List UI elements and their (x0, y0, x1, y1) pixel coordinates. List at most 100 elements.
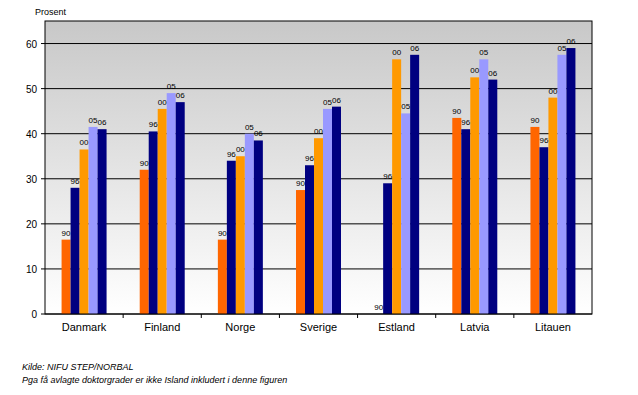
series-label: 06 (410, 44, 419, 53)
series-label: 06 (332, 96, 341, 105)
bar (452, 118, 461, 314)
bar (140, 170, 149, 314)
series-label: 00 (314, 127, 323, 136)
series-label: 90 (530, 116, 539, 125)
bar (557, 55, 566, 314)
tick-mark (41, 314, 45, 315)
bar (98, 129, 107, 314)
chart: 0102030405060Prosent90960005069096000506… (0, 0, 638, 395)
tick-label: 10 (26, 264, 38, 275)
bar-labels: 9096000506909600050690960005069096000506… (62, 37, 576, 312)
plot-frame (45, 21, 592, 314)
tick-label: 0 (31, 309, 37, 320)
bar (176, 102, 185, 314)
series-label: 05 (167, 82, 176, 91)
bar (539, 147, 548, 314)
category-tick (357, 314, 358, 318)
series-label: 90 (218, 229, 227, 238)
bar (410, 55, 419, 314)
bar (296, 190, 305, 314)
category-tick (435, 314, 436, 318)
bar (236, 156, 245, 314)
grid-line (45, 43, 592, 44)
series-label: 90 (374, 303, 383, 312)
series-label: 00 (236, 145, 245, 154)
bar (89, 127, 98, 314)
bar (332, 107, 341, 314)
bar (227, 161, 236, 314)
tick-mark (41, 268, 45, 269)
bar (488, 80, 497, 314)
category-label: Danmark (62, 321, 107, 333)
tick-label: 40 (26, 129, 38, 140)
tick-mark (41, 133, 45, 134)
series-label: 00 (470, 66, 479, 75)
bars (62, 48, 576, 314)
bar (254, 140, 263, 314)
bar (383, 183, 392, 314)
series-label: 06 (488, 69, 497, 78)
tick-label: 20 (26, 219, 38, 230)
series-label: 90 (62, 229, 71, 238)
tick-mark (41, 223, 45, 224)
category-tick (123, 314, 124, 318)
bar (548, 98, 557, 314)
bar (323, 109, 332, 314)
series-label: 96 (383, 172, 392, 181)
bar (158, 109, 167, 314)
tick-mark (41, 88, 45, 89)
series-label: 00 (158, 98, 167, 107)
bar (566, 48, 575, 314)
series-label: 96 (305, 154, 314, 163)
bar (149, 131, 158, 314)
grid-line (45, 88, 592, 89)
category-label: Latvia (460, 321, 490, 333)
series-label: 05 (401, 102, 410, 111)
bar (218, 240, 227, 314)
category-label: Estland (378, 321, 415, 333)
bar (470, 77, 479, 314)
bar (71, 188, 80, 314)
series-label: 06 (566, 37, 575, 46)
bar (392, 59, 401, 314)
series-label: 96 (71, 177, 80, 186)
series-label: 90 (140, 159, 149, 168)
bar (305, 165, 314, 314)
series-label: 90 (452, 107, 461, 116)
bar (401, 113, 410, 314)
tick-label: 50 (26, 84, 38, 95)
tick-mark (41, 178, 45, 179)
bar (167, 93, 176, 314)
plot-background (45, 21, 592, 314)
tick-label: 60 (26, 39, 38, 50)
category-tick (513, 314, 514, 318)
series-label: 06 (176, 91, 185, 100)
footnote: Pga få avlagte doktorgrader er ikke Isla… (22, 375, 287, 385)
series-label: 90 (296, 179, 305, 188)
footnote: Kilde: NIFU STEP/NORBAL (22, 362, 134, 372)
category-tick (201, 314, 202, 318)
bar (80, 149, 89, 314)
series-label: 96 (461, 118, 470, 127)
category-label: Sverige (300, 321, 337, 333)
series-label: 06 (98, 118, 107, 127)
bar (461, 129, 470, 314)
category-label: Norge (225, 321, 255, 333)
bar (62, 240, 71, 314)
series-label: 96 (149, 120, 158, 129)
axis-label: Prosent (35, 7, 67, 17)
series-label: 00 (392, 48, 401, 57)
bar (314, 138, 323, 314)
bar (479, 59, 488, 314)
category-label: Finland (144, 321, 180, 333)
tick-label: 30 (26, 174, 38, 185)
tick-mark (41, 43, 45, 44)
series-label: 06 (254, 129, 263, 138)
series-label: 00 (548, 87, 557, 96)
bar (530, 127, 539, 314)
series-label: 00 (80, 138, 89, 147)
series-label: 96 (539, 136, 548, 145)
series-label: 05 (479, 48, 488, 57)
bar (245, 134, 254, 314)
category-tick (279, 314, 280, 318)
